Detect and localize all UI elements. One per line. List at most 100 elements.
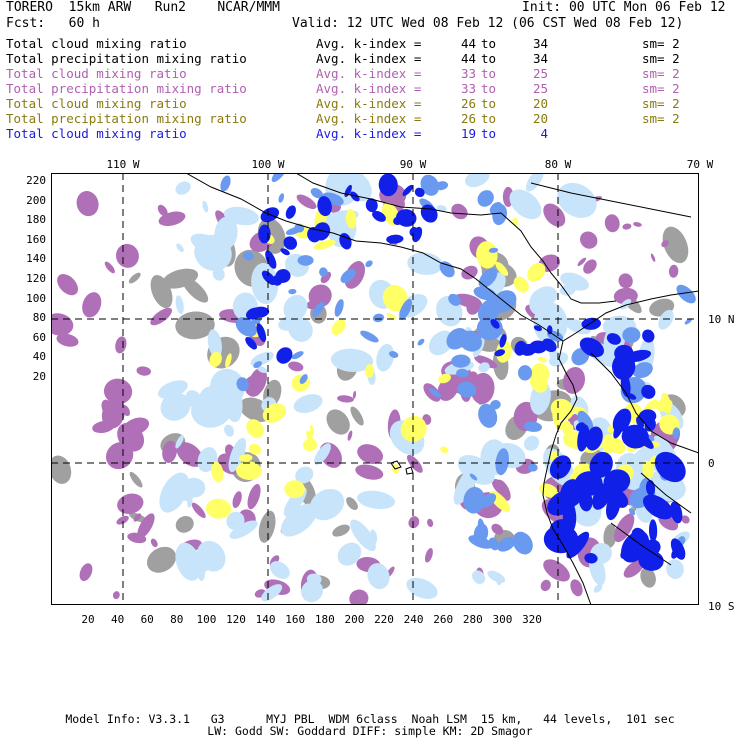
legend-sm: sm= 2 — [642, 81, 680, 96]
top-tick-label: 110 W — [106, 158, 140, 171]
yellow-cloud-patch — [262, 403, 287, 423]
deep-blue-cloud-patch — [606, 491, 621, 521]
yellow-cloud-patch — [513, 276, 529, 293]
legend-variable: Total cloud mixing ratio — [6, 126, 187, 141]
top-tick-label: 80 W — [544, 158, 572, 171]
yellow-cloud-patch — [386, 313, 397, 320]
bottom-tick-label: 120 — [226, 613, 246, 626]
deep-blue-cloud-patch — [265, 250, 277, 269]
light-blue-cloud-patch — [175, 434, 184, 449]
light-blue-cloud-patch — [280, 503, 318, 537]
legend-variable: Total cloud mixing ratio — [6, 66, 187, 81]
deep-blue-cloud-patch — [543, 524, 579, 554]
gray-cloud-patch — [332, 524, 350, 537]
deep-blue-cloud-patch — [494, 349, 506, 357]
light-blue-cloud-patch — [478, 362, 490, 373]
left-tick-label: 40 — [32, 350, 46, 364]
purple-cloud-patch — [247, 484, 261, 510]
right-tick-label: 10 N — [708, 313, 735, 326]
bottom-tick-label: 40 — [110, 613, 125, 626]
yellow-cloud-patch — [345, 209, 357, 229]
purple-cloud-patch — [150, 307, 173, 326]
light-blue-cloud-patch — [306, 573, 322, 585]
purple-cloud-patch — [105, 442, 134, 470]
bottom-tick-label: 320 — [522, 613, 542, 626]
yellow-cloud-patch — [648, 455, 656, 468]
legend-row: Total precipitation mixing ratio Avg. k-i… — [6, 111, 736, 126]
purple-cloud-patch — [424, 548, 433, 563]
light-blue-cloud-patch — [406, 577, 438, 599]
deep-blue-cloud-patch — [339, 233, 352, 250]
deep-blue-cloud-patch — [670, 501, 683, 524]
mid-blue-cloud-patch — [577, 410, 594, 435]
purple-cloud-patch — [466, 298, 481, 315]
yellow-cloud-patch — [331, 319, 346, 335]
light-blue-cloud-patch — [175, 181, 191, 195]
mid-blue-cloud-patch — [253, 361, 262, 369]
light-blue-cloud-patch — [301, 580, 324, 603]
deep-blue-cloud-patch — [317, 196, 332, 217]
purple-cloud-patch — [349, 589, 369, 605]
purple-cloud-patch — [157, 204, 168, 217]
right-tick-label: 0 — [708, 457, 715, 470]
light-blue-cloud-patch — [257, 366, 268, 373]
legend-to-val: 20 — [532, 96, 548, 111]
mid-blue-cloud-patch — [340, 268, 356, 284]
purple-cloud-patch — [604, 214, 620, 233]
light-blue-cloud-patch — [472, 570, 486, 585]
bottom-tick-label: 160 — [285, 613, 306, 626]
deep-blue-cloud-patch — [350, 191, 360, 202]
mid-blue-cloud-patch — [479, 493, 497, 508]
yellow-cloud-patch — [569, 469, 585, 479]
legend-avg: Avg. k-index = — [316, 51, 422, 66]
purple-cloud-patch — [82, 292, 102, 318]
light-blue-cloud-patch — [525, 173, 544, 192]
purple-cloud-patch — [580, 231, 598, 249]
light-blue-cloud-patch — [620, 298, 632, 310]
mid-blue-cloud-patch — [299, 374, 308, 384]
gray-cloud-patch — [603, 523, 617, 549]
mid-blue-cloud-patch — [388, 351, 399, 358]
mid-blue-cloud-patch — [478, 268, 498, 288]
purple-cloud-patch — [543, 559, 570, 582]
deep-blue-cloud-patch — [636, 416, 645, 429]
light-blue-cloud-patch — [229, 520, 258, 539]
legend-sm: sm= 2 — [642, 96, 680, 111]
left-tick-label: 140 — [26, 252, 46, 266]
yellow-cloud-patch — [495, 261, 509, 276]
mid-blue-cloud-patch — [463, 486, 485, 514]
legend-avg: Avg. k-index = — [316, 66, 422, 81]
deep-blue-cloud-patch — [313, 222, 331, 241]
bottom-tick-label: 20 — [81, 613, 95, 626]
light-blue-cloud-patch — [337, 542, 362, 566]
mid-blue-cloud-patch — [488, 247, 499, 253]
light-blue-cloud-patch — [436, 205, 447, 212]
left-tick-label: 80 — [32, 311, 46, 325]
deep-blue-cloud-patch — [644, 418, 656, 432]
deep-blue-cloud-patch — [581, 317, 601, 330]
light-blue-cloud-patch — [288, 316, 313, 342]
purple-cloud-patch — [79, 563, 93, 582]
light-blue-cloud-patch — [369, 529, 378, 544]
purple-cloud-patch — [570, 579, 583, 597]
deep-blue-cloud-patch — [595, 483, 606, 500]
mid-blue-cloud-patch — [420, 174, 440, 196]
yellow-cloud-patch — [556, 420, 571, 431]
deep-blue-cloud-patch — [648, 519, 658, 543]
yellow-cloud-patch — [225, 353, 232, 368]
deep-blue-cloud-patch — [533, 325, 542, 332]
grid-lines — [51, 173, 699, 605]
deep-blue-cloud-patch — [671, 547, 680, 559]
light-blue-cloud-patch — [190, 233, 230, 258]
map-plot — [51, 173, 699, 605]
central-america-coast — [400, 246, 699, 342]
top-tick-label: 100 W — [251, 158, 285, 171]
purple-cloud-patch — [123, 417, 150, 436]
deep-blue-cloud-patch — [529, 340, 547, 354]
mid-blue-cloud-patch — [477, 190, 494, 207]
legend-from: 33 — [460, 66, 476, 81]
deep-blue-cloud-patch — [621, 424, 649, 449]
legend-to-val: 25 — [532, 66, 548, 81]
light-blue-cloud-patch — [183, 477, 206, 498]
mid-blue-cloud-patch — [676, 284, 696, 304]
